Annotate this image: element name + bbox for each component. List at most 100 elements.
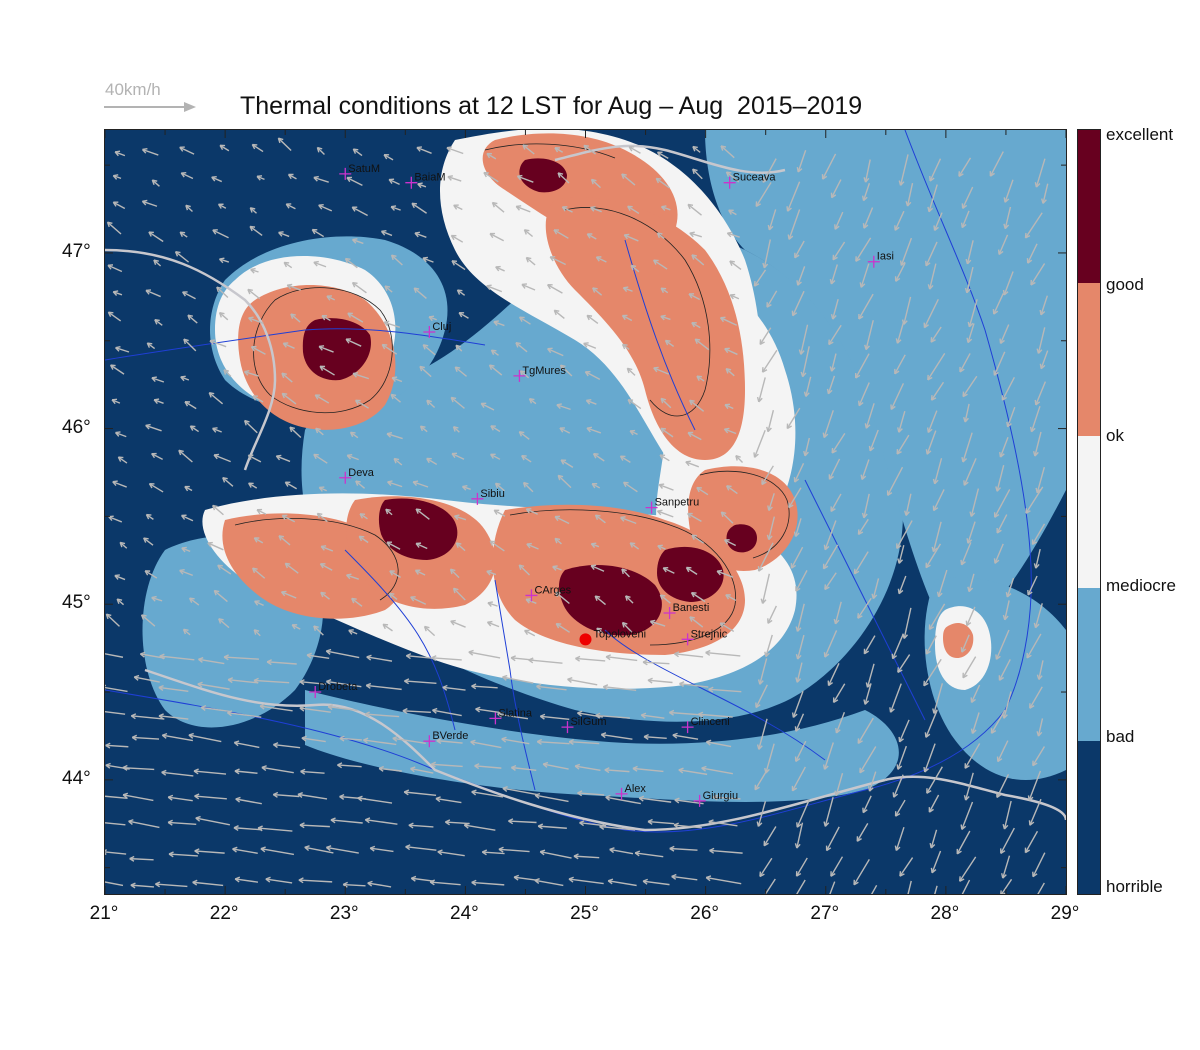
wind-arrow bbox=[925, 430, 937, 455]
city-bverde[interactable]: BVerde bbox=[423, 730, 468, 748]
wind-arrow bbox=[760, 573, 771, 604]
y-tick-label: 44° bbox=[62, 767, 91, 789]
city-strejnic[interactable]: Strejnic bbox=[681, 628, 728, 646]
wind-arrow bbox=[389, 570, 401, 578]
city-clinceni[interactable]: Clinceni bbox=[681, 716, 730, 734]
city-satum[interactable]: SatuM bbox=[339, 163, 380, 180]
wind-arrow bbox=[257, 825, 293, 832]
wind-arrow bbox=[222, 476, 234, 487]
wind-arrow bbox=[419, 425, 428, 433]
wind-arrow bbox=[366, 654, 393, 662]
wind-arrow bbox=[351, 281, 367, 294]
wind-arrow bbox=[965, 606, 976, 627]
wind-arrow bbox=[905, 182, 914, 207]
city-label: Iasi bbox=[877, 251, 894, 263]
wind-arrow bbox=[824, 572, 837, 591]
wind-arrow bbox=[315, 427, 324, 436]
wind-arrow bbox=[927, 353, 946, 381]
city-baiam[interactable]: BaiaM bbox=[405, 172, 446, 189]
wind-arrow bbox=[516, 174, 534, 183]
city-drobeta[interactable]: Drobeta bbox=[309, 681, 358, 699]
wind-arrow bbox=[449, 568, 460, 579]
wind-arrow bbox=[299, 679, 326, 686]
wind-arrow bbox=[351, 206, 368, 217]
wind-arrow bbox=[643, 733, 667, 740]
thermal-map[interactable]: SatuM BaiaM Suceava Iasi Cluj TgMures Deva Sibi… bbox=[105, 130, 1066, 894]
wind-arrow bbox=[993, 489, 1011, 518]
wind-arrow bbox=[106, 221, 122, 235]
wind-arrow bbox=[762, 158, 777, 183]
city-sanpetru[interactable]: Sanpetru bbox=[645, 497, 700, 514]
city-deva[interactable]: Deva bbox=[339, 467, 375, 484]
wind-arrow bbox=[410, 596, 427, 605]
map-title: Thermal conditions at 12 LST for Aug – A… bbox=[240, 92, 863, 120]
city-cross-icon bbox=[525, 589, 538, 602]
map-panel[interactable]: SatuM BaiaM Suceava Iasi Cluj TgMures Deva Sibi… bbox=[104, 129, 1067, 895]
city-label: BVerde bbox=[432, 730, 468, 742]
wind-arrow bbox=[486, 152, 497, 160]
wind-arrow bbox=[786, 181, 801, 212]
legend-band-good bbox=[1078, 130, 1100, 283]
wind-arrow bbox=[352, 371, 369, 380]
wind-arrow bbox=[960, 634, 970, 653]
city-banesti[interactable]: Banesti bbox=[663, 602, 710, 619]
wind-arrow bbox=[720, 145, 735, 159]
wind-arrow bbox=[629, 429, 638, 436]
wind-arrow bbox=[362, 737, 397, 746]
wind-arrow bbox=[561, 206, 573, 213]
wind-arrow bbox=[857, 597, 872, 619]
city-iasi[interactable]: Iasi bbox=[867, 251, 894, 268]
wind-arrow bbox=[959, 856, 977, 882]
wind-arrow bbox=[627, 398, 642, 410]
city-cross-icon bbox=[867, 255, 880, 268]
wind-arrow bbox=[694, 338, 710, 351]
wind-arrow bbox=[759, 327, 772, 345]
wind-arrow bbox=[622, 286, 633, 293]
wind-arrow bbox=[489, 540, 505, 552]
city-silgum[interactable]: SilGum bbox=[561, 716, 607, 734]
wind-arrow bbox=[284, 562, 299, 574]
city-slatina[interactable]: Slatina bbox=[489, 707, 533, 725]
city-giurgiu[interactable]: Giurgiu bbox=[693, 790, 738, 807]
wind-arrow bbox=[868, 429, 879, 452]
wind-arrow bbox=[189, 425, 200, 433]
wind-arrow bbox=[899, 237, 913, 266]
wind-arrow bbox=[723, 427, 737, 435]
wind-arrow bbox=[793, 463, 805, 483]
wind-arrow bbox=[766, 290, 778, 308]
wind-arrow bbox=[521, 454, 532, 463]
wind-arrow bbox=[1039, 350, 1049, 370]
wind-arrow bbox=[712, 794, 741, 801]
wind-arrow bbox=[828, 458, 841, 480]
wind-arrow bbox=[256, 175, 265, 181]
wind-arrow bbox=[891, 633, 904, 660]
wind-arrow bbox=[735, 455, 744, 463]
wind-arrow bbox=[897, 654, 911, 673]
wind-arrow bbox=[300, 768, 325, 775]
city-sibiu[interactable]: Sibiu bbox=[471, 488, 505, 505]
wind-arrow bbox=[316, 146, 325, 155]
wind-arrow bbox=[141, 147, 159, 156]
wind-arrow bbox=[687, 203, 702, 216]
city-alex[interactable]: Alex bbox=[615, 783, 647, 800]
wind-arrow bbox=[510, 764, 537, 771]
wind-arrow bbox=[729, 293, 740, 300]
wind-arrow bbox=[660, 397, 672, 409]
city-suceava[interactable]: Suceava bbox=[723, 172, 777, 189]
wind-arrow bbox=[218, 618, 230, 629]
wind-arrow bbox=[442, 684, 466, 691]
wind-arrow bbox=[528, 398, 537, 405]
wind-arrow bbox=[266, 659, 297, 666]
wind-arrow bbox=[685, 566, 698, 575]
city-carges[interactable]: CArges bbox=[525, 584, 572, 602]
city-cross-icon bbox=[339, 471, 352, 484]
wind-arrow bbox=[486, 620, 500, 628]
wind-arrow bbox=[755, 684, 768, 709]
city-tgmures[interactable]: TgMures bbox=[513, 365, 566, 382]
wind-arrow bbox=[426, 399, 436, 408]
wind-arrow bbox=[925, 241, 938, 267]
wind-arrow bbox=[832, 241, 846, 261]
wind-arrow bbox=[834, 772, 844, 797]
city-cluj[interactable]: Cluj bbox=[423, 321, 451, 338]
wind-arrow bbox=[390, 254, 403, 266]
